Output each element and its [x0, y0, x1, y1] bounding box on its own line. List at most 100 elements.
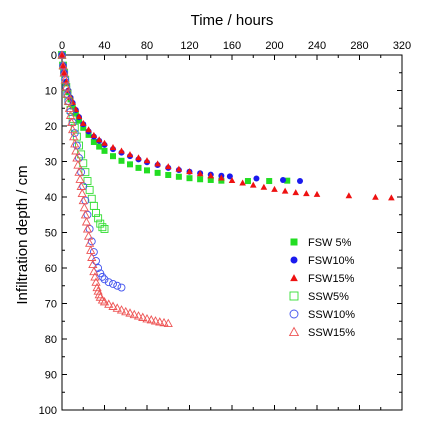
x-tick-label: 0 [59, 40, 65, 52]
data-point-ssw5- [100, 224, 109, 233]
data-point-ssw15- [86, 245, 96, 254]
data-point-ssw15- [78, 195, 88, 205]
data-point-fsw-5- [144, 167, 150, 174]
data-point-ssw10- [109, 280, 117, 288]
x-tick-label: 320 [393, 40, 411, 52]
x-axis-title: Time / hours [191, 12, 274, 29]
data-point-ssw10- [98, 272, 107, 281]
data-point-ssw15- [125, 308, 135, 317]
data-point-fsw15- [75, 113, 83, 120]
data-point-ssw15- [112, 303, 122, 312]
data-point-ssw10- [100, 275, 109, 284]
x-tick-label: 200 [265, 40, 283, 52]
legend-marker [289, 309, 299, 319]
data-point-fsw15- [95, 136, 103, 143]
data-point-fsw-5- [284, 177, 291, 184]
y-tick-label: 60 [45, 263, 57, 275]
data-point-ssw15- [61, 82, 71, 91]
data-point-fsw15- [186, 168, 193, 175]
data-point-fsw15- [313, 190, 321, 197]
data-point-fsw-5- [90, 138, 97, 145]
x-tick-label: 80 [141, 40, 153, 52]
data-point-fsw-5- [101, 147, 108, 154]
data-point-ssw15- [72, 153, 82, 162]
data-point-fsw-5- [110, 153, 116, 160]
data-point-fsw15- [118, 147, 125, 154]
legend-label: SSW10% [308, 309, 355, 321]
data-point-fsw-5- [154, 169, 161, 176]
data-point-ssw15- [68, 124, 78, 134]
data-point-fsw15- [388, 194, 395, 201]
data-point-fsw15- [135, 154, 142, 161]
data-point-fsw15- [271, 185, 278, 192]
data-point-fsw10- [280, 176, 286, 183]
data-point-ssw15- [64, 103, 75, 112]
data-point-ssw15- [79, 202, 89, 212]
data-point-ssw15- [59, 67, 69, 77]
data-point-ssw15- [129, 309, 139, 319]
data-point-ssw15- [81, 217, 92, 226]
data-point-fsw15- [101, 139, 108, 146]
data-point-ssw5- [94, 214, 103, 223]
data-point-ssw5- [79, 159, 88, 168]
data-point-fsw-5- [218, 177, 225, 184]
legend-marker [290, 274, 298, 282]
data-point-fsw15- [218, 174, 225, 181]
x-tick-label: 280 [350, 40, 368, 52]
data-point-fsw15- [90, 131, 98, 138]
data-point-fsw-5- [197, 176, 204, 183]
data-point-fsw15- [79, 119, 87, 126]
data-point-fsw-5- [127, 161, 133, 168]
data-point-ssw5- [81, 168, 90, 177]
x-tick-label: 40 [98, 40, 110, 52]
y-tick-label: 40 [45, 192, 57, 204]
data-point-fsw10- [297, 178, 303, 185]
data-point-ssw15- [138, 312, 148, 321]
data-point-fsw-5- [96, 143, 103, 150]
data-point-fsw15- [260, 183, 268, 190]
data-point-ssw15- [65, 110, 76, 119]
y-axis-title: Infiltration depth / cm [14, 165, 31, 304]
data-point-ssw15- [146, 315, 156, 324]
data-point-ssw5- [89, 201, 98, 210]
x-tick-label: 160 [223, 40, 241, 52]
data-point-fsw-5- [135, 164, 142, 171]
data-point-fsw-5- [207, 176, 214, 183]
legend-marker [290, 256, 298, 264]
data-point-ssw15- [108, 301, 118, 310]
data-point-ssw5- [87, 194, 96, 203]
data-point-fsw15- [372, 193, 379, 200]
data-point-ssw15- [87, 252, 97, 261]
data-point-fsw15- [175, 165, 183, 172]
data-point-fsw15- [85, 126, 92, 133]
data-point-ssw15- [133, 311, 144, 320]
data-point-ssw15- [74, 167, 84, 176]
data-point-ssw10- [117, 283, 126, 292]
data-point-fsw15- [239, 179, 246, 186]
data-point-ssw15- [62, 89, 72, 98]
data-point-ssw5- [92, 209, 100, 217]
legend-label: FSW15% [308, 273, 355, 285]
data-point-ssw15- [116, 305, 127, 314]
data-point-fsw10- [226, 173, 233, 180]
data-point-ssw15- [88, 259, 98, 269]
data-point-fsw15- [281, 187, 289, 194]
data-point-ssw15- [60, 75, 70, 84]
data-point-ssw15- [75, 174, 85, 183]
data-point-ssw15- [83, 231, 94, 240]
data-point-ssw5- [83, 177, 92, 185]
legend-marker [288, 326, 300, 337]
data-point-ssw15- [93, 286, 103, 295]
data-point-fsw15- [154, 160, 161, 167]
data-point-fsw-5- [85, 131, 92, 138]
data-point-ssw15- [121, 306, 131, 316]
data-point-ssw5- [85, 185, 94, 194]
data-point-fsw-5- [72, 110, 79, 117]
data-point-fsw-5- [244, 178, 251, 185]
data-point-ssw15- [66, 117, 77, 127]
x-tick-label: 120 [180, 40, 198, 52]
data-point-ssw10- [89, 248, 98, 256]
data-point-fsw-5- [266, 178, 273, 185]
data-point-fsw15- [207, 172, 215, 179]
data-point-ssw15- [57, 50, 67, 59]
